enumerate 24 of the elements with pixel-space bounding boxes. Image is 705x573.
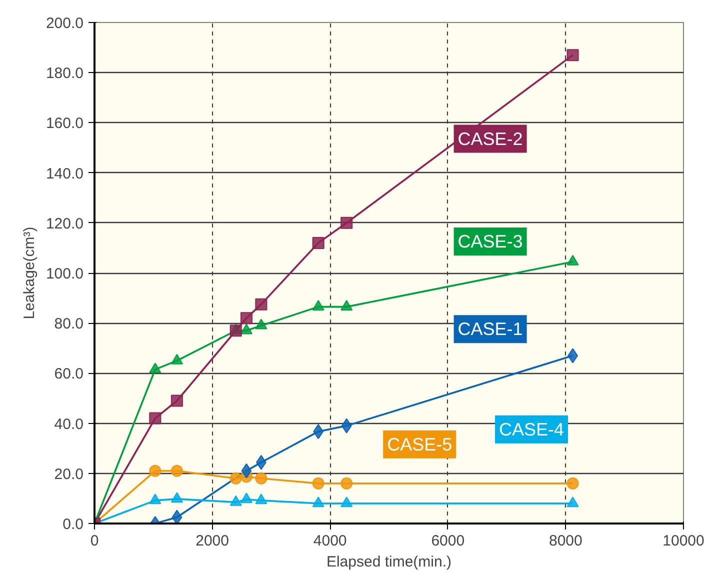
text: CASE-4 (499, 419, 564, 440)
x-tick-label: 10000 (662, 532, 704, 550)
y-tick-label: 0.0 (62, 516, 84, 533)
y-tick-label: 20.0 (54, 466, 84, 483)
y-tick-label: 160.0 (46, 115, 84, 132)
y-tick-label: 140.0 (46, 165, 84, 182)
series-label: CASE-1 (458, 319, 523, 340)
y-tick-label: 180.0 (46, 65, 84, 82)
x-tick-label: 6000 (431, 532, 465, 550)
y-tick-label: 80.0 (54, 316, 84, 333)
y-tick-label: 100.0 (46, 266, 84, 282)
x-tick-label: 8000 (549, 532, 582, 550)
series-label: CASE-2 (458, 128, 523, 149)
y-tick-label: 200.0 (46, 15, 84, 32)
y-tick-label: 40.0 (54, 416, 84, 433)
y-tick-label: 60.0 (54, 366, 84, 383)
x-tick-label: 2000 (196, 532, 229, 550)
y-tick-label: 120.0 (46, 215, 84, 232)
y-axis-title: Leakage(cm³) (20, 226, 38, 320)
x-tick-label: 4000 (313, 532, 347, 550)
series-label: CASE-3 (458, 231, 523, 252)
series-label: CASE-5 (387, 434, 452, 454)
x-tick-label: 0 (90, 532, 99, 550)
x-axis-title: Elapsed time(min.) (326, 554, 452, 570)
